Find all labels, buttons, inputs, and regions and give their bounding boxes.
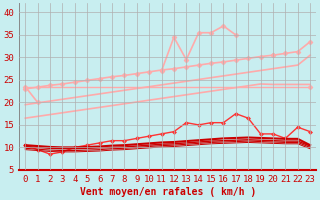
X-axis label: Vent moyen/en rafales ( km/h ): Vent moyen/en rafales ( km/h ) (80, 187, 256, 197)
